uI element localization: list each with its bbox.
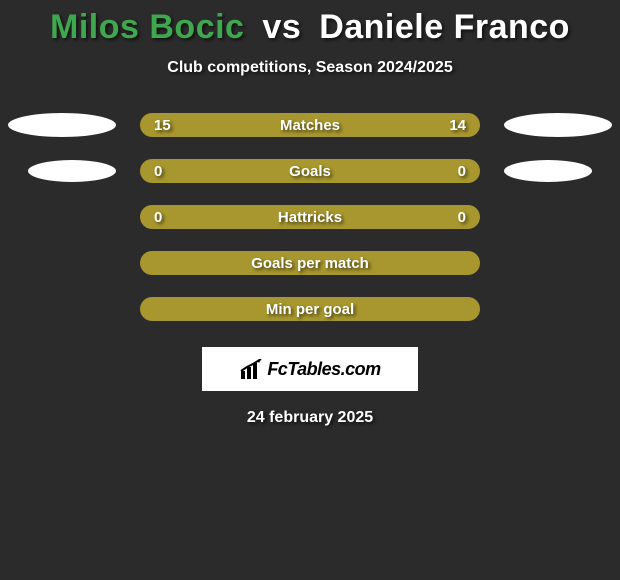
stat-row: Goals per match [0,251,620,275]
stat-bar: Min per goal [140,297,480,321]
subtitle: Club competitions, Season 2024/2025 [167,59,452,77]
stat-label: Matches [280,117,340,134]
stat-label: Min per goal [266,301,354,318]
player2-ellipse [504,160,592,182]
page-title: Milos Bocic vs Daniele Franco [50,8,570,47]
stat-right-value: 14 [449,117,466,134]
stat-row: Min per goal [0,297,620,321]
player1-ellipse [8,113,116,137]
title-player1: Milos Bocic [50,8,244,46]
stat-bar: 15 Matches 14 [140,113,480,137]
date-text: 24 february 2025 [247,409,373,427]
stat-bar: 0 Hattricks 0 [140,205,480,229]
stat-bar: 0 Goals 0 [140,159,480,183]
player2-ellipse [504,113,612,137]
stat-label: Goals [289,163,331,180]
stat-left-value: 15 [154,117,171,134]
stat-right-value: 0 [458,163,466,180]
title-vs: vs [262,8,301,46]
stats-rows: 15 Matches 14 0 Goals 0 0 Hattricks 0 Goals per m… [0,113,620,321]
title-player2: Daniele Franco [319,8,570,46]
player1-ellipse [28,160,116,182]
chart-icon [239,359,265,379]
stat-bar: Goals per match [140,251,480,275]
stat-label: Hattricks [278,209,342,226]
stat-right-value: 0 [458,209,466,226]
stat-row: 15 Matches 14 [0,113,620,137]
stat-left-value: 0 [154,209,162,226]
logo-text: FcTables.com [267,359,380,380]
stat-label: Goals per match [251,255,369,272]
stat-row: 0 Goals 0 [0,159,620,183]
logo-box: FcTables.com [202,347,418,391]
stat-row: 0 Hattricks 0 [0,205,620,229]
stat-left-value: 0 [154,163,162,180]
